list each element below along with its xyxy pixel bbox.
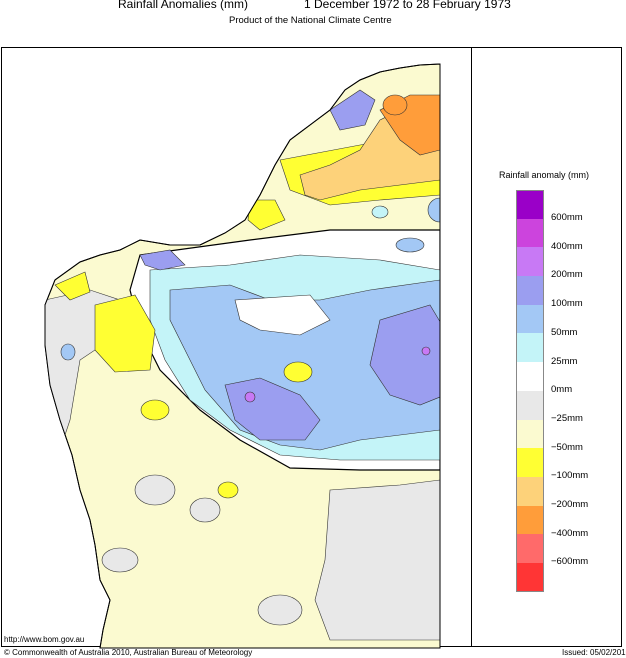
cyan-spot-north-2 xyxy=(371,205,389,219)
cyan-spot-north xyxy=(395,237,425,253)
legend-label: 100mm xyxy=(551,298,583,310)
violet-spot-2 xyxy=(244,391,256,403)
legend-swatch xyxy=(516,505,544,535)
legend-swatch xyxy=(516,276,544,305)
legend-label: −600mm xyxy=(551,556,589,568)
zero-pocket xyxy=(234,294,331,336)
legend-label: −400mm xyxy=(551,527,589,539)
grey-patch-3 xyxy=(101,547,139,573)
map-subtitle: Product of the National Climate Centre xyxy=(229,15,392,26)
legend-swatches xyxy=(516,190,544,592)
yellow-pocket-south xyxy=(140,399,170,421)
legend-swatch xyxy=(516,362,544,391)
grey-patch-1 xyxy=(134,474,176,506)
legend-swatch xyxy=(516,562,544,592)
legend-swatch xyxy=(516,390,544,420)
legend-label: 600mm xyxy=(551,212,583,223)
grey-patch-4 xyxy=(257,594,303,626)
blue-spot-east xyxy=(427,197,440,223)
yellow-region-coast xyxy=(54,271,91,301)
grey-region-south-east xyxy=(314,479,440,641)
copyright-notice: © Commonwealth of Australia 2010, Austra… xyxy=(4,648,253,657)
legend-label: −200mm xyxy=(551,499,589,510)
legend-swatch xyxy=(516,534,544,563)
wa-coastline xyxy=(44,63,441,649)
legend-swatch xyxy=(516,333,544,363)
legend-label: 400mm xyxy=(551,240,583,252)
source-url[interactable]: http://www.bom.gov.au xyxy=(4,635,85,644)
grey-patch-2 xyxy=(189,497,221,523)
legend-swatch xyxy=(516,304,544,334)
legend-swatch xyxy=(516,247,544,277)
purple-region-north xyxy=(139,249,186,271)
violet-spot xyxy=(421,346,431,356)
legend-label: 50mm xyxy=(551,326,578,338)
legend-swatch xyxy=(516,218,544,248)
legend-swatch xyxy=(516,419,544,449)
cyan-spot-west xyxy=(60,343,76,361)
legend-swatch xyxy=(516,476,544,506)
yellow-region-west xyxy=(94,294,156,373)
legend-label: −100mm xyxy=(551,470,589,482)
legend-title: Rainfall anomaly (mm) xyxy=(499,170,590,180)
yellow-region-north xyxy=(247,199,286,231)
legend-label: −25mm xyxy=(551,412,583,424)
legend-label: 200mm xyxy=(551,269,583,281)
legend-label: −50mm xyxy=(551,441,583,453)
orange-spot-north xyxy=(382,94,408,116)
legend-swatch xyxy=(516,448,544,477)
yellow-pocket-centre xyxy=(283,361,313,383)
map-title: Rainfall Anomalies (mm) xyxy=(118,0,249,11)
legend-label: 25mm xyxy=(551,355,578,367)
yellow-pocket-south-2 xyxy=(217,481,239,499)
legend-label: 0mm xyxy=(551,384,573,396)
blue-region-north-coast xyxy=(329,89,376,131)
legend-divider xyxy=(471,47,472,647)
purple-region-east xyxy=(369,304,440,406)
map-period: 1 December 1972 to 28 February 1973 xyxy=(304,0,511,11)
legend-swatch xyxy=(516,190,544,219)
issued-date: Issued: 05/02/2010 xyxy=(562,648,626,657)
